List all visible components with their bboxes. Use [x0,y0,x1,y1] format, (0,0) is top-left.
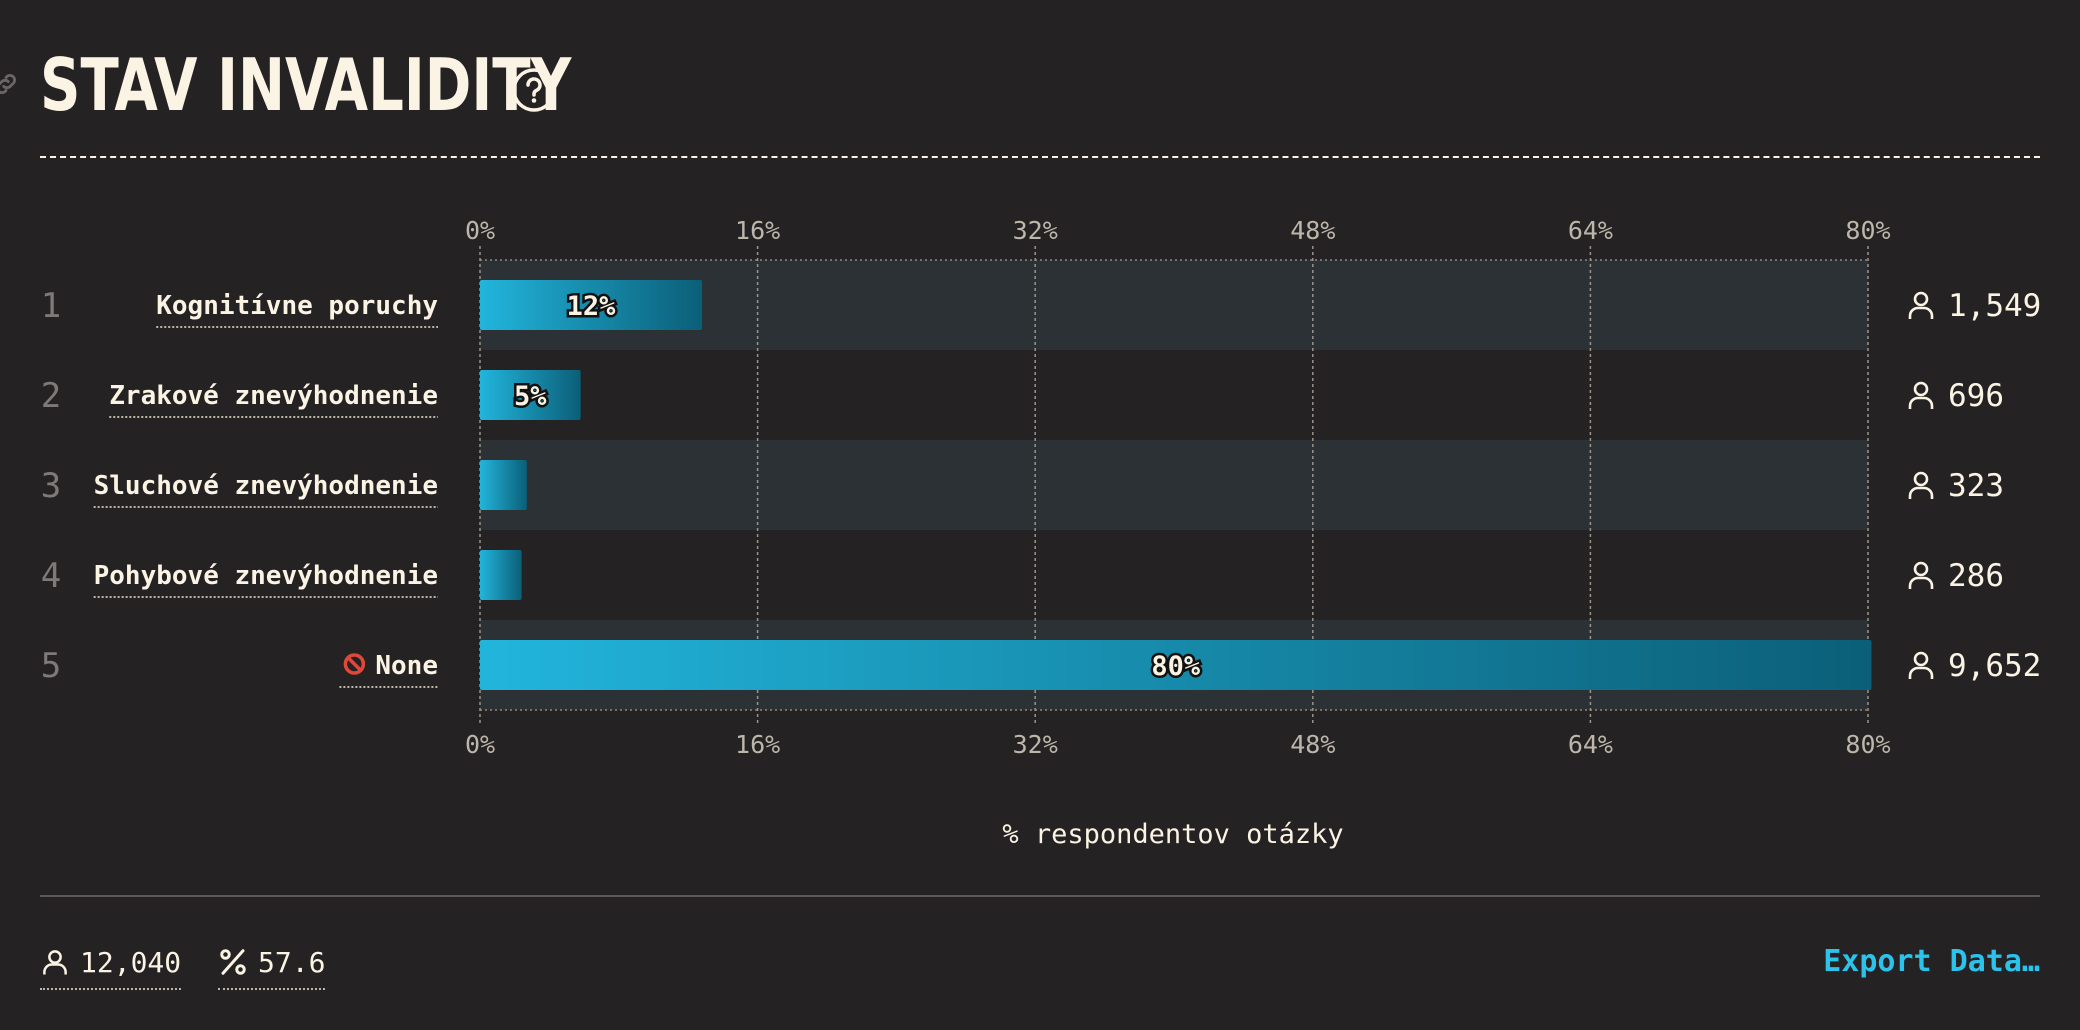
person-icon [1908,561,1934,589]
row-band [480,260,1868,350]
export-data-link[interactable]: Export Data… [1823,944,2040,979]
bar[interactable] [480,640,1872,690]
category-label[interactable]: Kognitívne poruchy [156,291,438,321]
footer-divider [40,895,2040,897]
respondent-count: 9,652 [1948,648,2041,684]
row-number: 3 [41,466,61,506]
x-tick-bottom: 64% [1568,730,1613,759]
person-icon [1908,471,1934,499]
respondent-count: 286 [1948,558,2004,594]
x-tick-bottom: 16% [735,730,780,759]
link-icon[interactable] [0,70,20,98]
x-tick-top: 48% [1290,216,1335,245]
title-divider [40,156,2040,158]
x-tick-bottom: 48% [1290,730,1335,759]
bar[interactable] [480,280,703,330]
bar-value-label: 12% [567,291,617,322]
x-axis-label: % respondentov otázky [1002,819,1343,850]
category-label[interactable]: Sluchové znevýhodnenie [94,471,438,501]
percent-value: 57.6 [258,945,326,979]
row-number: 2 [41,376,61,416]
respondents-count: 12,040 [80,945,182,979]
x-tick-top: 16% [735,216,780,245]
percent-stat[interactable]: 57.6 [218,940,326,990]
person-icon [1908,381,1934,409]
person-icon [1908,651,1934,679]
row-band [480,440,1868,530]
bar[interactable] [480,370,581,420]
prohibited-icon [343,653,366,675]
x-tick-top: 0% [465,216,495,245]
x-tick-top: 80% [1845,216,1890,245]
percent-icon [220,949,246,975]
x-tick-bottom: 32% [1013,730,1058,759]
help-icon[interactable] [510,66,558,114]
row-number: 4 [41,556,61,596]
category-label[interactable]: Zrakové znevýhodnenie [109,381,438,411]
bar-chart: 0% 0% 16% 16% 32% 32% 48% 48% 64% 64% 80% 80% 12% 1 Ko… [41,216,2042,850]
bar-value-label: 80% [1151,651,1201,682]
category-label[interactable]: None [375,651,438,681]
page-title: STAV INVALIDITY [40,43,572,127]
x-tick-bottom: 80% [1845,730,1890,759]
respondent-count: 323 [1948,468,2004,504]
respondent-count: 696 [1948,378,2004,414]
respondent-count: 1,549 [1948,288,2041,324]
bar[interactable] [480,460,527,510]
x-tick-top: 32% [1013,216,1058,245]
category-label[interactable]: Pohybové znevýhodnenie [94,561,438,591]
bar-value-label: 5% [514,381,547,412]
person-icon [43,950,67,975]
respondents-stat[interactable]: 12,040 [40,940,182,990]
x-tick-top: 64% [1568,216,1613,245]
row-number: 1 [41,286,61,326]
x-tick-bottom: 0% [465,730,495,759]
bar[interactable] [480,550,522,600]
row-number: 5 [41,646,61,686]
person-icon [1908,291,1934,319]
